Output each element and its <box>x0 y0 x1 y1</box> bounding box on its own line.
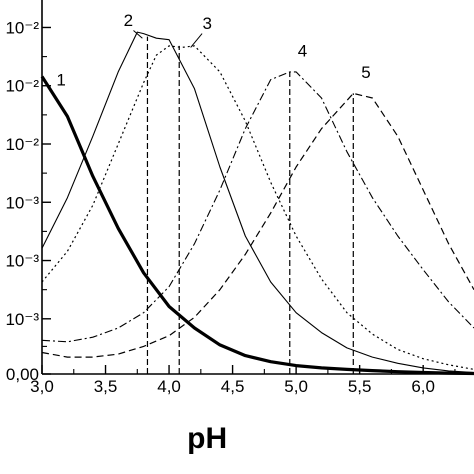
chart-marks <box>40 31 474 376</box>
x-tick-label: 5,0 <box>284 377 308 396</box>
y-tick-label: 10⁻³ <box>5 252 39 271</box>
y-tick-label: 10⁻³ <box>5 310 39 329</box>
curve-label-2: 2 <box>124 11 133 30</box>
series-5-line <box>41 92 474 358</box>
x-tick-label: 5,5 <box>348 377 372 396</box>
x-tick-label: 3,0 <box>30 377 54 396</box>
y-tick-label: 0,00 <box>6 365 39 384</box>
x-tick-label: 4,0 <box>157 377 181 396</box>
x-tick-label: 4,5 <box>221 377 245 396</box>
x-tick-label: 6,0 <box>411 377 435 396</box>
x-axis-title: pH <box>187 422 227 455</box>
curve-label-1: 1 <box>56 71 65 90</box>
y-tick-label: 10⁻³ <box>5 193 39 212</box>
curve-label-4: 4 <box>298 42 307 61</box>
curve-label-5: 5 <box>361 63 370 82</box>
series-4-line <box>41 71 474 343</box>
series-2-line <box>41 31 474 374</box>
curve-label-3: 3 <box>202 14 211 33</box>
curve-2-leader <box>133 30 143 39</box>
x-tick-label: 3,5 <box>94 377 118 396</box>
curve-labels: 1 2 3 4 5 <box>56 11 370 90</box>
peak-guides <box>146 36 354 374</box>
axes <box>41 0 474 375</box>
tick-labels: 3,0 3,5 4,0 4,5 5,0 5,5 6,0 0,00 10⁻³ 10⁻³ 10⁻³ 10⁻… <box>5 18 435 396</box>
y-tick-label: 10⁻² <box>5 18 39 37</box>
tick-marks <box>41 26 456 375</box>
curve-3-leader <box>190 33 203 48</box>
series-3-line <box>41 45 474 370</box>
y-tick-label: 10⁻² <box>5 77 39 96</box>
y-tick-label: 10⁻² <box>5 135 39 154</box>
series-1-line <box>40 75 474 376</box>
